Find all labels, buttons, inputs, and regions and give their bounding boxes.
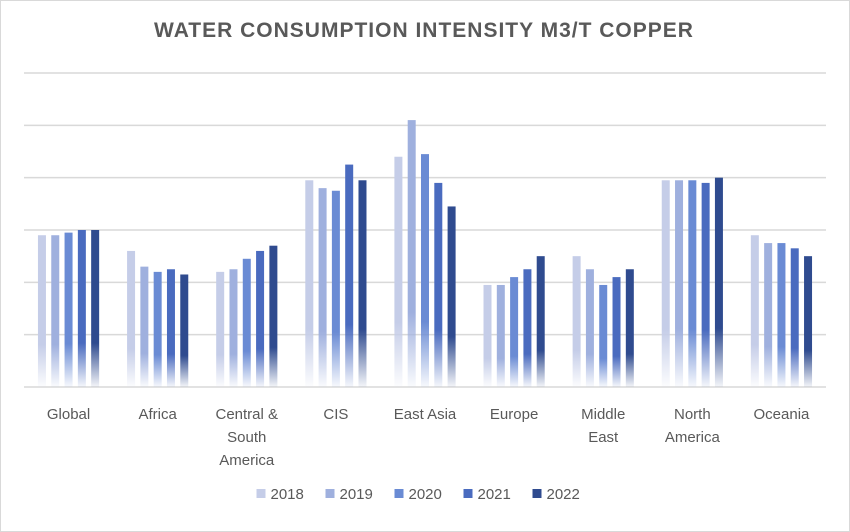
legend-swatch-2019 xyxy=(325,489,335,498)
x-tick-label: North America xyxy=(665,406,721,446)
x-tick-label: CIS xyxy=(323,406,348,423)
legend-swatch-2022 xyxy=(532,489,542,498)
legend-label-2022: 2022 xyxy=(547,486,580,503)
bar-2018-middle-east xyxy=(572,256,581,387)
bar-2021-east-asia xyxy=(434,182,443,387)
bar-2022-global xyxy=(91,230,100,387)
bar-2019-central-south-america xyxy=(229,269,238,387)
bar-2021-oceania xyxy=(790,248,799,387)
chart-title: WATER CONSUMPTION INTENSITY M3/T COPPER xyxy=(154,19,694,42)
x-tick-label: Central & South America xyxy=(216,406,279,469)
bar-2018-europe xyxy=(483,284,492,387)
legend-label-2018: 2018 xyxy=(271,486,304,503)
bar-2022-europe xyxy=(536,256,545,387)
bar-2021-global xyxy=(77,230,86,387)
bar-2020-global xyxy=(64,232,73,387)
x-tick-label: East Asia xyxy=(394,406,457,423)
bars xyxy=(37,120,813,387)
bar-2021-africa xyxy=(166,269,175,387)
bar-2022-east-asia xyxy=(447,206,456,387)
x-tick-label: Europe xyxy=(490,406,538,423)
bar-2018-cis xyxy=(305,180,314,387)
bar-2018-central-south-america xyxy=(216,271,225,387)
bar-2018-africa xyxy=(127,250,136,387)
bar-2020-oceania xyxy=(777,243,786,387)
x-tick-label: Oceania xyxy=(754,406,811,423)
x-tick-label: Africa xyxy=(138,406,177,423)
bar-2021-europe xyxy=(523,269,532,387)
bar-2019-east-asia xyxy=(407,120,416,387)
legend-label-2021: 2021 xyxy=(478,486,511,503)
bar-2020-middle-east xyxy=(599,284,608,387)
bar-2020-central-south-america xyxy=(242,258,251,387)
bar-2019-global xyxy=(51,235,60,387)
x-tick-label: Global xyxy=(47,406,90,423)
bar-2020-north-america xyxy=(688,180,697,387)
legend: 2018 2019 2020 2021 2022 xyxy=(256,486,580,503)
bar-2019-europe xyxy=(496,284,505,387)
bar-2022-oceania xyxy=(804,256,813,387)
bar-2020-europe xyxy=(510,277,519,387)
x-tick-label: Middle East xyxy=(581,406,625,446)
bar-2019-africa xyxy=(140,266,149,387)
bar-2021-cis xyxy=(345,164,354,387)
legend-label-2020: 2020 xyxy=(409,486,442,503)
bar-2018-global xyxy=(37,235,46,387)
bar-2019-north-america xyxy=(675,180,684,387)
legend-swatch-2021 xyxy=(463,489,473,498)
bar-2022-middle-east xyxy=(625,269,634,387)
legend-label-2019: 2019 xyxy=(340,486,373,503)
legend-swatch-2020 xyxy=(394,489,404,498)
bar-2021-middle-east xyxy=(612,277,621,387)
bar-2018-east-asia xyxy=(394,156,403,387)
bar-2019-oceania xyxy=(764,243,773,387)
bar-2022-north-america xyxy=(714,177,723,387)
legend-swatch-2018 xyxy=(256,489,266,498)
bar-2022-africa xyxy=(180,274,189,387)
bar-2019-middle-east xyxy=(585,269,594,387)
bar-2018-oceania xyxy=(750,235,759,387)
bar-2022-cis xyxy=(358,180,367,387)
bar-2022-central-south-america xyxy=(269,245,278,387)
bar-2020-east-asia xyxy=(421,154,429,387)
bar-2020-africa xyxy=(153,271,162,387)
bar-2020-cis xyxy=(331,190,340,387)
bar-2021-north-america xyxy=(701,182,710,387)
bar-2021-central-south-america xyxy=(256,250,265,387)
bar-2018-north-america xyxy=(661,180,670,387)
category-labels: Global Africa Central & South America CIS East… xyxy=(47,406,810,469)
bar-2019-cis xyxy=(318,188,327,387)
